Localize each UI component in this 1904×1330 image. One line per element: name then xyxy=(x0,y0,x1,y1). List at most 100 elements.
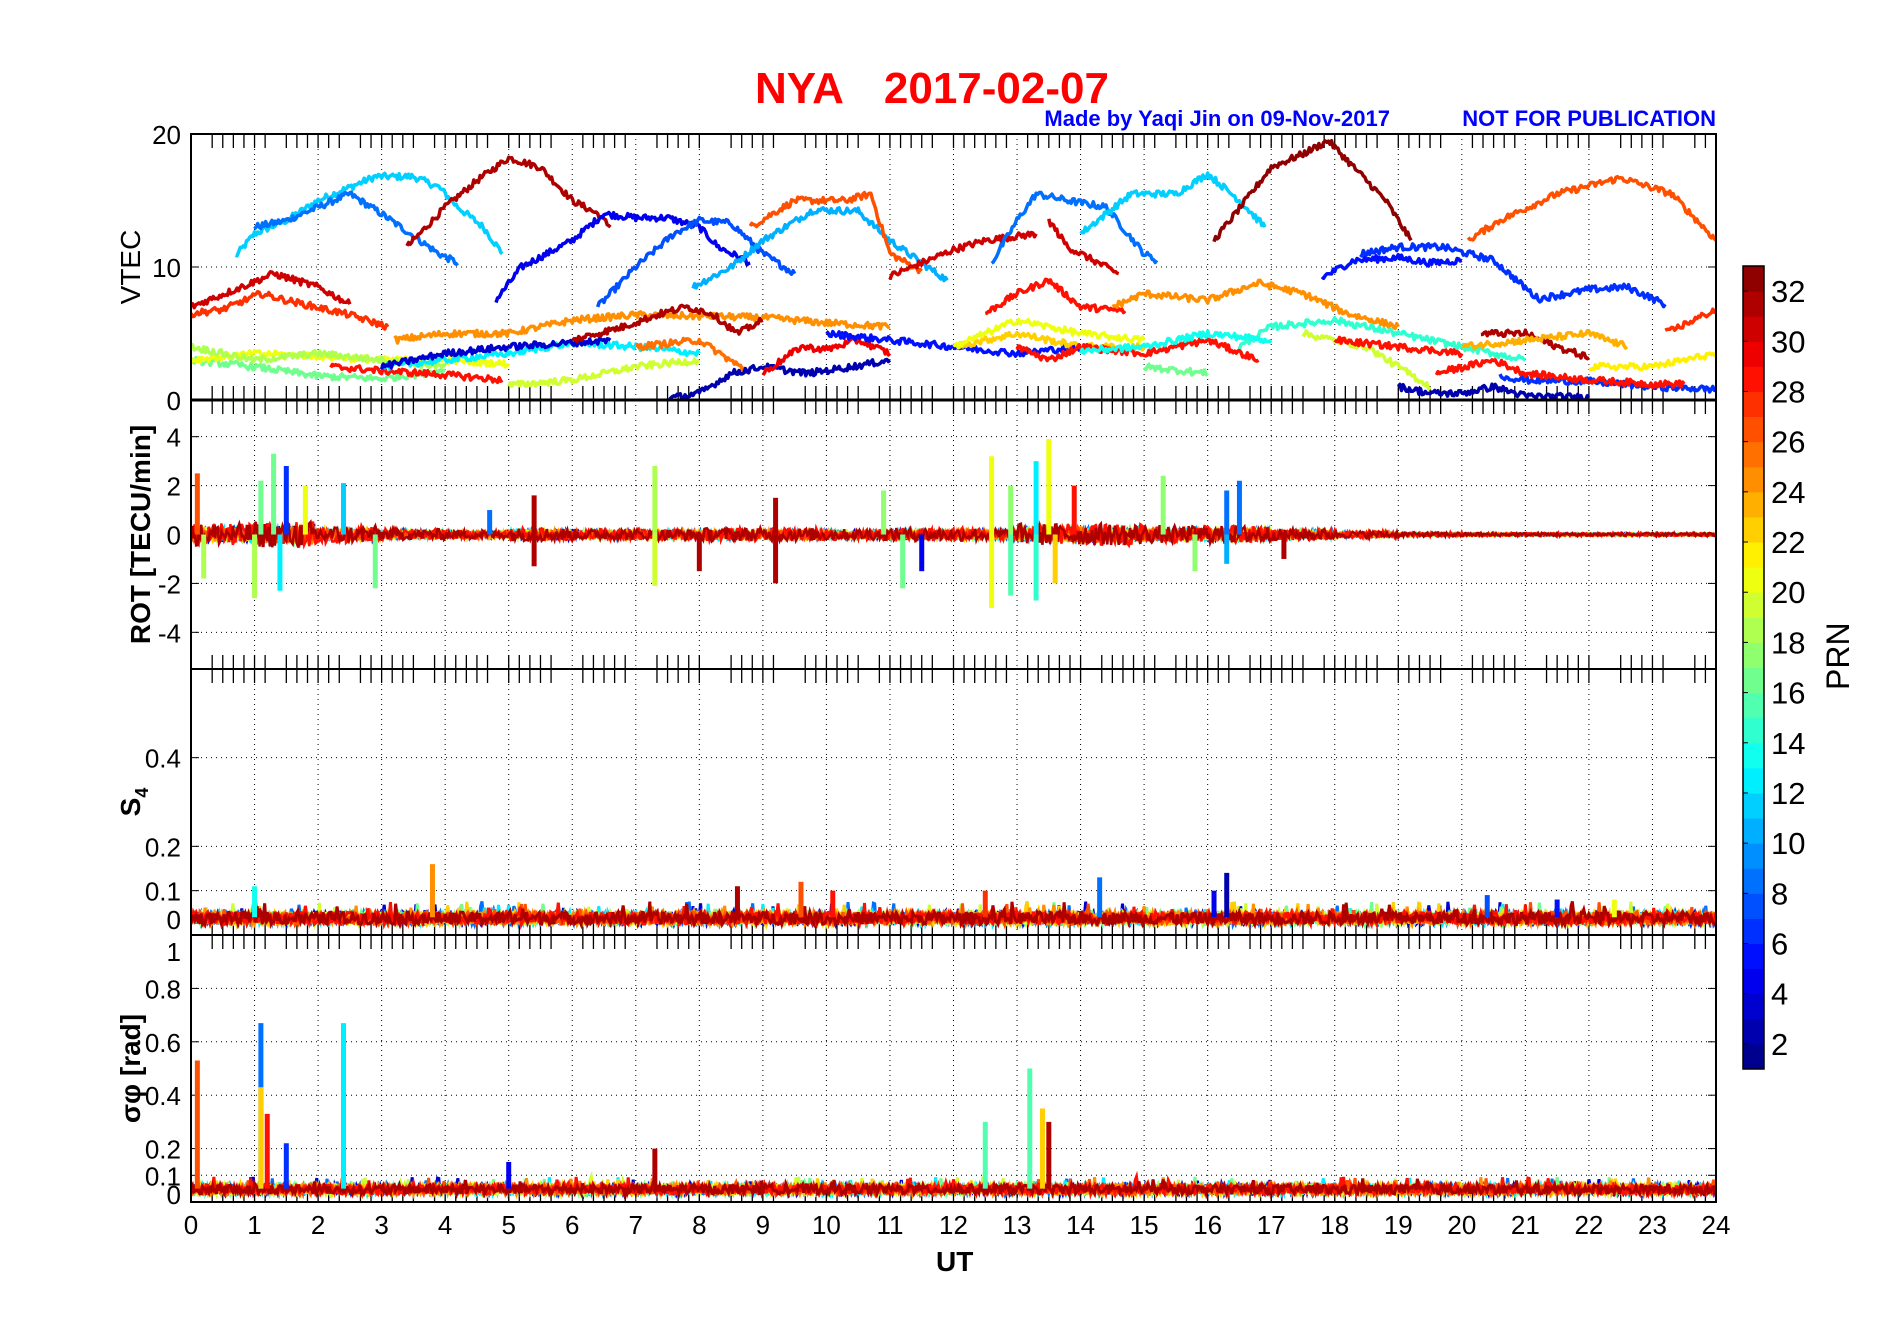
y-axis-label-sigma_phi: σφ [rad] xyxy=(115,1014,146,1123)
title-date: 2017-02-07 xyxy=(883,64,1109,113)
vtec-arc-prn-23 xyxy=(1461,328,1629,351)
x-tick-label: 5 xyxy=(501,1210,515,1240)
x-tick-label: 2 xyxy=(311,1210,325,1240)
colorbar-segment xyxy=(1743,617,1764,643)
x-tick-label: 4 xyxy=(438,1210,452,1240)
vtec-arc-prn-28 xyxy=(1434,358,1686,389)
vtec-arc-prn-28 xyxy=(1015,337,1260,363)
y-tick-label: 0.2 xyxy=(145,1135,181,1165)
colorbar-segment xyxy=(1743,692,1764,719)
subtitle-notice: NOT FOR PUBLICATION xyxy=(1462,106,1716,131)
y-tick-label: 10 xyxy=(152,253,181,283)
colorbar-segment xyxy=(1743,391,1764,418)
vtec-arc-prn-28 xyxy=(329,362,504,385)
vtec-arc-prn-2 xyxy=(1396,382,1591,400)
colorbar-segment xyxy=(1743,918,1764,945)
colorbar-tick-label: 16 xyxy=(1771,676,1805,711)
vtec-arc-prn-28 xyxy=(1333,335,1464,359)
vtec-arc-prn-25 xyxy=(635,336,752,375)
x-tick-label: 8 xyxy=(692,1210,706,1240)
vtec-arc-prn-11 xyxy=(1079,171,1267,235)
y-tick-label: 0 xyxy=(167,905,181,935)
x-tick-label: 24 xyxy=(1702,1210,1731,1240)
x-tick-label: 21 xyxy=(1511,1210,1540,1240)
vtec-arc-prn-21 xyxy=(1588,351,1716,372)
vtec-arc-prn-14 xyxy=(1237,315,1527,362)
vtec-arc-prn-30 xyxy=(888,230,1038,281)
colorbar-segment xyxy=(1743,416,1764,443)
vtec-arc-prn-5 xyxy=(1320,252,1463,281)
x-tick-label: 0 xyxy=(184,1210,198,1240)
vtec-arc-prn-30 xyxy=(1047,218,1120,276)
x-tick-label: 18 xyxy=(1320,1210,1349,1240)
colorbar-frame xyxy=(1742,265,1765,1070)
colorbar-tick-label: 14 xyxy=(1771,726,1805,761)
colorbar-segment xyxy=(1743,341,1764,367)
colorbar-tick-label: 20 xyxy=(1771,575,1805,610)
vtec-arc-prn-26 xyxy=(1466,174,1716,242)
y-tick-label: 0.1 xyxy=(145,1161,181,1191)
subscript: 4 xyxy=(132,788,152,798)
colorbar-segment xyxy=(1743,1018,1764,1045)
colorbar-label: PRN xyxy=(1820,622,1856,690)
vtec-arc-prn-24 xyxy=(393,310,891,345)
panel-rot: -4 -2 0 2 4 ROT [TECU/min] xyxy=(125,399,1717,670)
vtec-arc-prn-24 xyxy=(1111,278,1400,331)
y-axis-label-s4: S4 xyxy=(115,788,152,817)
colorbar-segment xyxy=(1743,993,1764,1020)
colorbar-tick-label: 30 xyxy=(1771,324,1805,359)
colorbar-segment xyxy=(1743,893,1764,919)
colorbar-segment xyxy=(1743,466,1764,493)
colorbar-segment xyxy=(1743,792,1764,819)
colorbar-segment xyxy=(1743,291,1764,317)
colorbar-segment xyxy=(1743,542,1764,568)
y-tick-label: -2 xyxy=(158,569,181,599)
trace-prn-31 xyxy=(191,900,1716,931)
data-sigma_phi xyxy=(191,1023,1716,1200)
colorbar-segment xyxy=(1743,316,1764,342)
x-tick-label: 1 xyxy=(247,1210,261,1240)
x-tick-label: 7 xyxy=(629,1210,643,1240)
colorbar-segment xyxy=(1743,818,1764,844)
x-tick-label: 17 xyxy=(1257,1210,1286,1240)
x-tick-label: 13 xyxy=(1003,1210,1032,1240)
panel-vtec: 0 10 20 VTEC xyxy=(115,120,1717,416)
colorbar-segment xyxy=(1743,943,1764,970)
colorbar-tick-label: 22 xyxy=(1771,525,1805,560)
vtec-arc-prn-31 xyxy=(571,303,764,344)
colorbar-tick-label: 2 xyxy=(1771,1027,1788,1062)
vtec-arc-prn-16 xyxy=(1142,362,1209,377)
colorbar-segment xyxy=(1743,742,1764,769)
y-axis-label-vtec: VTEC xyxy=(115,230,146,305)
colorbar-tick-label: 10 xyxy=(1771,826,1805,861)
y-tick-label: 0.8 xyxy=(145,974,181,1004)
y-tick-label: 0 xyxy=(167,521,181,551)
colorbar-segment xyxy=(1743,968,1764,995)
colorbar-segment xyxy=(1743,717,1764,744)
y-tick-label: 0.4 xyxy=(145,744,181,774)
x-tick-label: 14 xyxy=(1066,1210,1095,1240)
vtec-arc-prn-28 xyxy=(984,277,1127,316)
colorbar-tick-label: 8 xyxy=(1771,876,1788,911)
colorbar-tick-label: 6 xyxy=(1771,927,1788,962)
y-tick-label: 0 xyxy=(167,386,181,416)
y-tick-label: 20 xyxy=(152,120,181,150)
x-tick-label: 15 xyxy=(1130,1210,1159,1240)
vtec-arc-prn-27 xyxy=(1664,307,1716,332)
vtec-arc-prn-4 xyxy=(494,210,751,304)
x-tick-label: 9 xyxy=(756,1210,770,1240)
vtec-arc-prn-22 xyxy=(952,330,1146,352)
title-station: NYA xyxy=(755,64,844,113)
trace-prn-31 xyxy=(191,1178,1716,1200)
colorbar-tick-label: 4 xyxy=(1771,977,1788,1012)
vtec-arc-prn-32 xyxy=(1212,138,1413,243)
vtec-arc-prn-6 xyxy=(1359,242,1667,309)
x-tick-label: 6 xyxy=(565,1210,579,1240)
colorbar-segment xyxy=(1743,1043,1764,1070)
x-tick-label: 19 xyxy=(1384,1210,1413,1240)
subtitle-made-by: Made by Yaqi Jin on 09-Nov-2017 xyxy=(1044,106,1390,131)
y-tick-label: 2 xyxy=(167,472,181,502)
